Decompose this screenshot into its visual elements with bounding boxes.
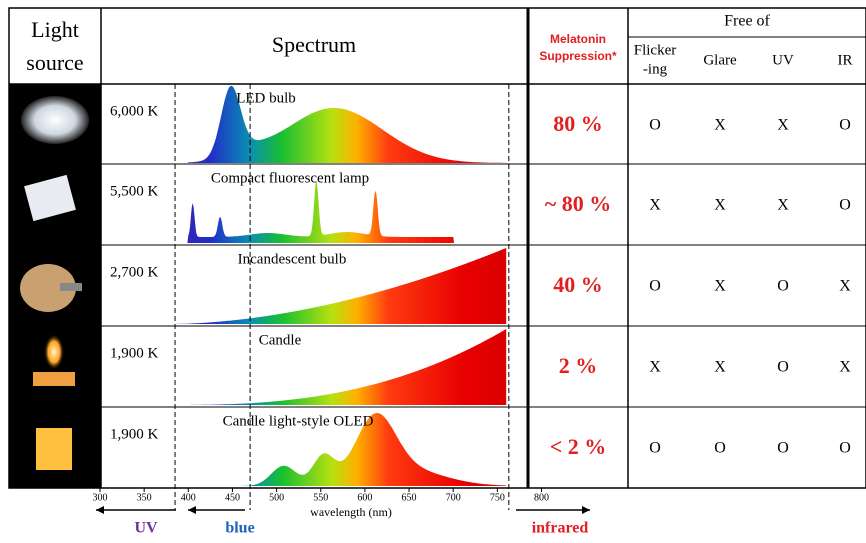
- lamp-name: Compact fluorescent lamp: [211, 170, 369, 186]
- region-uv: UV: [134, 520, 158, 537]
- header-melatonin: Melatonin: [550, 32, 606, 46]
- arrow-head: [96, 506, 104, 514]
- spectrum-curve: [162, 329, 506, 405]
- melatonin-value: < 2 %: [550, 434, 607, 459]
- tick-label: 500: [269, 492, 284, 503]
- spectrum-curve: [162, 86, 506, 163]
- color-temperature: 1,900 K: [110, 345, 159, 361]
- tick-label: 600: [357, 492, 372, 503]
- lamp-name: Candle light-style OLED: [223, 413, 374, 429]
- free-mark: O: [649, 440, 661, 457]
- melatonin-value: 40 %: [553, 272, 603, 297]
- free-mark: O: [777, 359, 789, 376]
- color-temperature: 5,500 K: [110, 183, 159, 199]
- free-mark: X: [839, 278, 851, 295]
- color-temperature: 1,900 K: [110, 426, 159, 442]
- region-blue: blue: [225, 520, 254, 537]
- tick-label: 550: [313, 492, 328, 503]
- region-infrared: infrared: [532, 520, 589, 537]
- melatonin-value: 2 %: [559, 353, 598, 378]
- tick-label: 700: [446, 492, 461, 503]
- free-col-header: -ing: [643, 61, 668, 77]
- header-light: Light: [31, 17, 79, 42]
- tick-label: 400: [181, 492, 196, 503]
- free-mark: O: [649, 117, 661, 134]
- free-mark: X: [649, 197, 661, 214]
- spectrum-curve: [162, 181, 506, 243]
- table-lines: [9, 8, 866, 488]
- tick-label: 300: [93, 492, 108, 503]
- header-light: source: [26, 50, 83, 75]
- melatonin-value: ~ 80 %: [545, 191, 611, 216]
- tick-label: 450: [225, 492, 240, 503]
- free-mark: O: [839, 117, 851, 134]
- free-mark: O: [839, 197, 851, 214]
- free-col-header: IR: [838, 52, 853, 68]
- header-free-of: Free of: [724, 13, 770, 30]
- free-mark: O: [777, 278, 789, 295]
- lamp-name: Candle: [259, 332, 302, 348]
- free-mark: X: [777, 197, 789, 214]
- tick-label: 650: [402, 492, 417, 503]
- free-mark: O: [777, 440, 789, 457]
- color-temperature: 2,700 K: [110, 264, 159, 280]
- axis-label: wavelength (nm): [310, 505, 392, 519]
- figure: Light source Spectrum Melatonin Suppression*…: [0, 0, 866, 538]
- free-mark: O: [714, 440, 726, 457]
- tick-label: 750: [490, 492, 505, 503]
- free-mark: X: [649, 359, 661, 376]
- free-mark: O: [839, 440, 851, 457]
- free-mark: X: [714, 278, 726, 295]
- color-temperature: 6,000 K: [110, 103, 159, 119]
- free-mark: X: [839, 359, 851, 376]
- header-spectrum: Spectrum: [272, 32, 356, 57]
- lamp-name: Incandescent bulb: [238, 251, 347, 267]
- tick-label: 800: [534, 492, 549, 503]
- free-mark: X: [714, 197, 726, 214]
- arrow-head: [582, 506, 590, 514]
- lamp-name: LED bulb: [236, 90, 296, 106]
- free-col-header: Glare: [703, 52, 737, 68]
- free-mark: X: [777, 117, 789, 134]
- free-col-header: UV: [772, 52, 794, 68]
- free-col-header: Flicker: [634, 42, 677, 58]
- free-mark: X: [714, 359, 726, 376]
- melatonin-value: 80 %: [553, 111, 603, 136]
- tick-label: 350: [137, 492, 152, 503]
- free-mark: X: [714, 117, 726, 134]
- arrow-head: [188, 506, 196, 514]
- free-mark: O: [649, 278, 661, 295]
- header-melatonin: Suppression*: [539, 49, 617, 63]
